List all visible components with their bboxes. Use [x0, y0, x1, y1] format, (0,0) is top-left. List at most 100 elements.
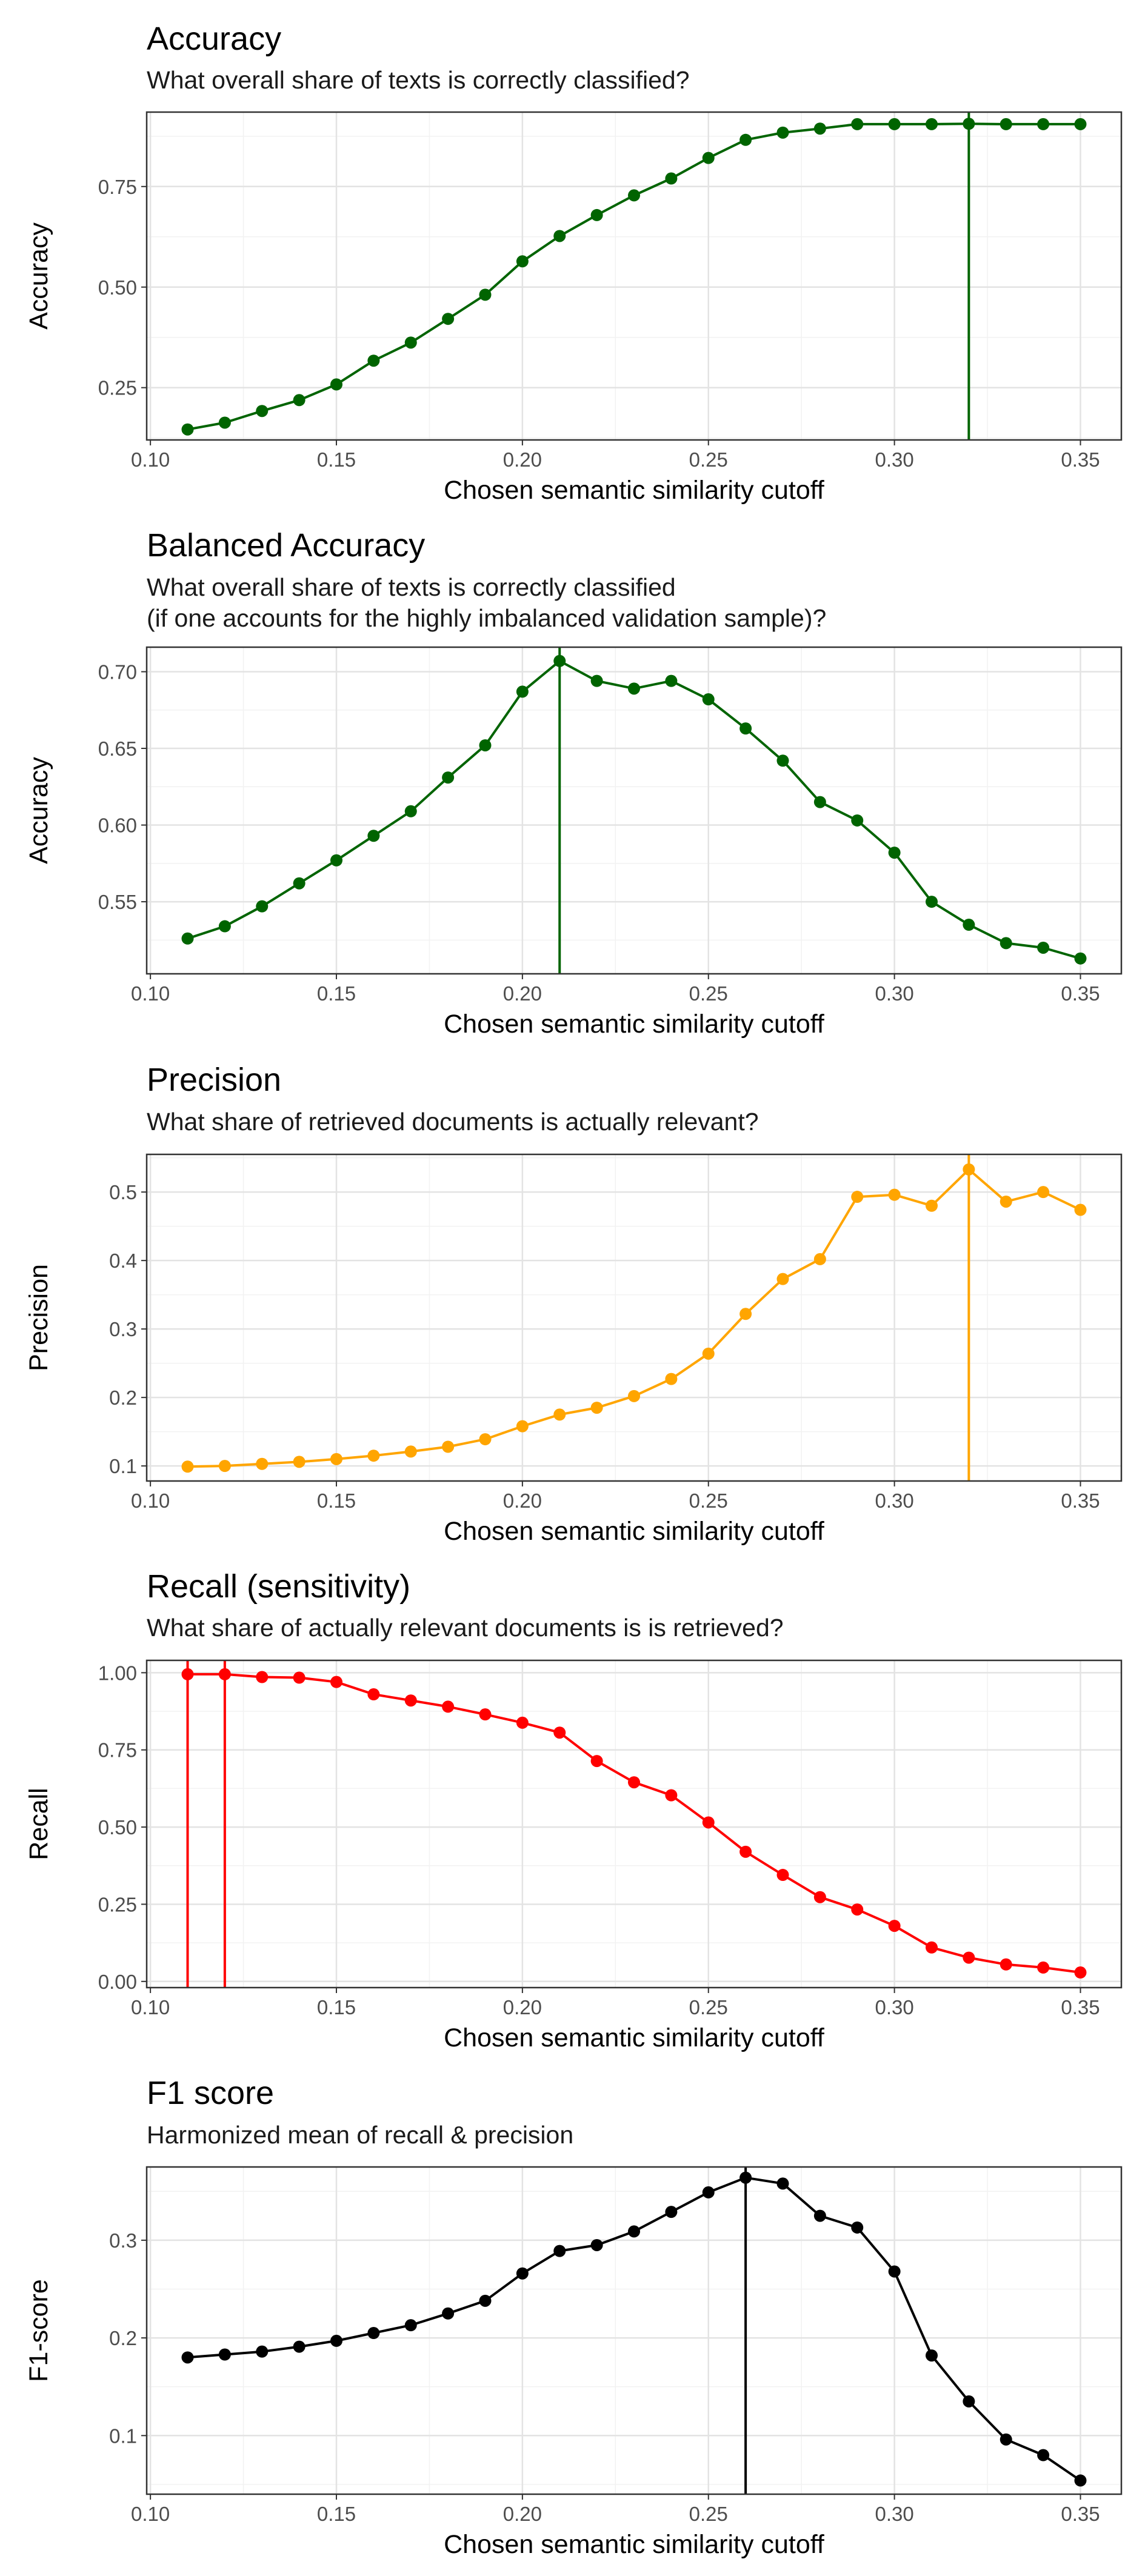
data-point	[442, 313, 455, 325]
y-tick-label: 0.50	[98, 276, 137, 299]
y-tick-label: 0.65	[98, 737, 137, 760]
y-tick-label: 0.55	[98, 891, 137, 913]
data-point	[1074, 2474, 1087, 2487]
chart-title: Precision	[147, 1062, 281, 1098]
y-tick-label: 0.5	[109, 1181, 137, 1203]
data-point	[1000, 2433, 1012, 2446]
chart-title: Balanced Accuracy	[147, 527, 425, 564]
x-tick-label: 0.10	[131, 448, 170, 471]
data-point	[925, 896, 938, 908]
chart-subtitle: (if one accounts for the highly imbalanc…	[147, 604, 826, 632]
x-tick-label: 0.20	[503, 1489, 542, 1512]
x-tick-label: 0.15	[317, 982, 356, 1005]
chart-subtitle: What share of actually relevant document…	[147, 1614, 784, 1642]
data-point	[181, 932, 194, 945]
x-tick-label: 0.10	[131, 2503, 170, 2525]
plot-border	[145, 1153, 1123, 1482]
data-point	[181, 2351, 194, 2364]
data-point	[739, 722, 752, 735]
data-point	[479, 1708, 492, 1721]
y-tick-label: 0.75	[98, 1739, 137, 1762]
plot-border	[145, 646, 1123, 975]
y-tick-label: 0.50	[98, 1816, 137, 1839]
data-point	[1000, 937, 1012, 950]
data-point	[218, 1460, 231, 1473]
data-point	[851, 1191, 864, 1203]
chart-title: Accuracy	[147, 21, 281, 57]
data-point	[590, 1755, 603, 1768]
x-tick-label: 0.15	[317, 1996, 356, 2019]
data-point	[367, 830, 380, 842]
data-point	[739, 1845, 752, 1858]
gridlines	[147, 112, 1121, 440]
data-point	[404, 1445, 417, 1458]
data-point	[925, 2349, 938, 2362]
gridlines	[147, 1154, 1121, 1481]
data-point	[851, 2221, 864, 2234]
data-point	[813, 796, 826, 808]
data-point	[367, 2327, 380, 2340]
y-tick-label: 0.1	[109, 1455, 137, 1477]
x-tick-label: 0.10	[131, 1489, 170, 1512]
plot-border	[145, 1659, 1123, 1989]
x-tick-label: 0.35	[1061, 1996, 1100, 2019]
data-point	[776, 2177, 789, 2190]
data-point	[256, 1671, 269, 1683]
data-point	[851, 814, 864, 827]
chart-panel: Precision What share of retrieved documen…	[24, 1062, 1123, 1546]
data-point	[330, 854, 343, 867]
x-tick-label: 0.25	[689, 1996, 728, 2019]
chart-subtitle: What share of retrieved documents is act…	[147, 1108, 759, 1136]
x-axis-title: Chosen semantic similarity cutoff	[444, 476, 825, 505]
data-point	[256, 1457, 269, 1470]
data-point	[813, 122, 826, 135]
data-point	[256, 2345, 269, 2358]
data-point	[963, 919, 975, 931]
x-tick-label: 0.30	[875, 1996, 914, 2019]
x-tick-label: 0.25	[689, 2503, 728, 2525]
chart-title: F1 score	[147, 2075, 274, 2111]
x-axis-title: Chosen semantic similarity cutoff	[444, 1517, 825, 1546]
data-point	[181, 1460, 194, 1473]
x-tick-label: 0.15	[317, 1489, 356, 1512]
x-tick-label: 0.20	[503, 2503, 542, 2525]
data-point	[479, 1433, 492, 1446]
data-point	[367, 354, 380, 367]
data-point	[665, 2206, 678, 2218]
data-point	[628, 2225, 640, 2238]
data-point	[1037, 118, 1050, 130]
data-point	[888, 1920, 901, 1932]
data-point	[1037, 2449, 1050, 2461]
data-point	[702, 2186, 715, 2198]
y-tick-label: 0.4	[109, 1250, 137, 1272]
data-point	[665, 1373, 678, 1385]
data-point	[776, 1869, 789, 1882]
x-tick-label: 0.30	[875, 448, 914, 471]
x-axis-title: Chosen semantic similarity cutoff	[444, 2530, 825, 2559]
y-tick-label: 0.00	[98, 1971, 137, 1993]
y-axis-title: Accuracy	[24, 222, 53, 330]
data-point	[1074, 952, 1087, 965]
data-point	[404, 1694, 417, 1707]
gridlines	[147, 1660, 1121, 1988]
data-point	[367, 1449, 380, 1462]
data-point	[1000, 1958, 1012, 1971]
data-point	[553, 654, 566, 667]
data-point	[628, 189, 640, 202]
x-tick-label: 0.10	[131, 1996, 170, 2019]
y-tick-label: 0.2	[109, 1386, 137, 1409]
data-point	[553, 2245, 566, 2257]
data-point	[702, 1816, 715, 1829]
data-point	[963, 118, 975, 130]
data-point	[1037, 941, 1050, 954]
gridlines	[147, 2167, 1121, 2494]
data-point	[442, 2307, 455, 2320]
data-point	[665, 1789, 678, 1802]
data-point	[776, 1273, 789, 1285]
data-point	[218, 416, 231, 429]
y-axis-title: Recall	[24, 1788, 53, 1860]
chart-subtitle: What overall share of texts is correctly…	[147, 573, 676, 601]
y-tick-label: 0.3	[109, 1318, 137, 1340]
y-tick-label: 0.70	[98, 661, 137, 683]
gridlines	[147, 647, 1121, 974]
